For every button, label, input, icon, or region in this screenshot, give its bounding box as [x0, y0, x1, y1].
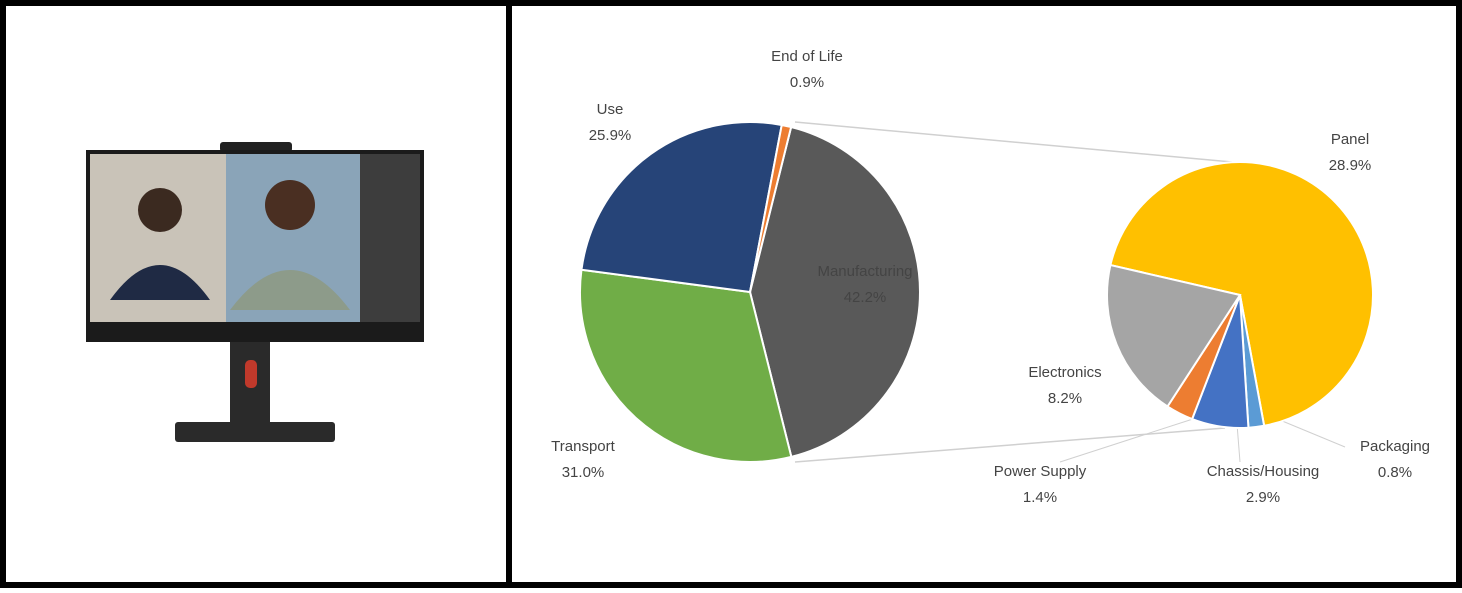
person-body: [230, 270, 350, 310]
slice-value-label: 8.2%: [1048, 390, 1082, 407]
webcam: [220, 142, 292, 152]
person-head: [138, 188, 182, 232]
slice-value-label: 28.9%: [1329, 157, 1372, 174]
slice-value-label: 2.9%: [1246, 489, 1280, 506]
person-body: [110, 265, 210, 300]
slice-label: Electronics: [1028, 364, 1101, 381]
slice-label: Manufacturing: [817, 263, 912, 280]
pie-slice: [580, 121, 783, 294]
slice-value-label: 31.0%: [562, 464, 605, 481]
slice-label: Power Supply: [994, 463, 1087, 480]
slice-label: Use: [597, 101, 624, 118]
connector: [794, 121, 1233, 163]
pie-slice: [1109, 161, 1374, 427]
slice-label: Panel: [1331, 131, 1369, 148]
slice-value-label: 42.2%: [844, 289, 887, 306]
pie-slice: [749, 123, 793, 293]
slice-label: Packaging: [1360, 438, 1430, 455]
slice-label: Chassis/Housing: [1207, 463, 1320, 480]
stand-base: [175, 422, 335, 442]
pie-slice: [579, 268, 793, 463]
participants: [360, 154, 420, 322]
slice-value-label: 1.4%: [1023, 489, 1057, 506]
slice-value-label: 0.8%: [1378, 464, 1412, 481]
slice-value-label: 0.9%: [790, 74, 824, 91]
person-head: [265, 180, 315, 230]
leader-line: [1236, 423, 1241, 463]
leader-line: [1059, 417, 1197, 463]
pie-slice: [748, 125, 921, 459]
leader-line: [1274, 417, 1346, 448]
pie-of-pie: Manufacturing 42.2% Transport 31.0% Use 25.9%…: [551, 48, 1430, 506]
product-image: [86, 142, 424, 442]
stand-accent: [245, 360, 257, 388]
pie-slice: [1106, 263, 1242, 408]
connector: [794, 427, 1226, 463]
slice-value-label: 25.9%: [589, 127, 632, 144]
slice-label: Transport: [551, 438, 615, 455]
slice-label: End of Life: [771, 48, 843, 65]
